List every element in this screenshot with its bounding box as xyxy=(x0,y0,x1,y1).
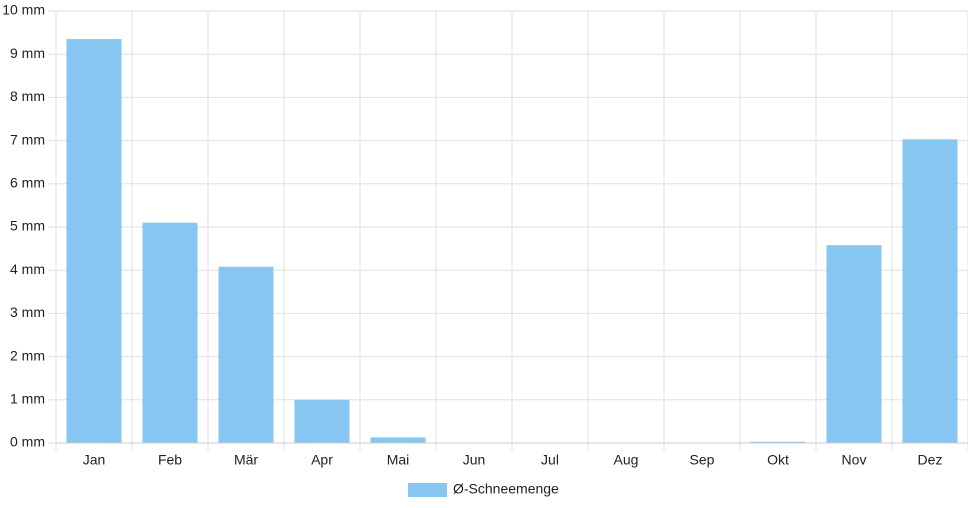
legend-swatch xyxy=(408,483,447,497)
y-tick-label: 1 mm xyxy=(10,391,45,407)
legend-label: Ø-Schneemenge xyxy=(453,481,559,497)
bar xyxy=(218,266,274,443)
bar xyxy=(294,399,350,443)
x-tick-label: Jul xyxy=(541,452,559,468)
y-tick-label: 3 mm xyxy=(10,304,45,320)
x-tick-label: Apr xyxy=(311,452,333,468)
x-tick-label: Mai xyxy=(387,452,410,468)
y-tick-label: 9 mm xyxy=(10,45,45,61)
x-tick-label: Aug xyxy=(614,452,639,468)
x-tick-label: Okt xyxy=(767,452,789,468)
x-tick-label: Feb xyxy=(158,452,182,468)
x-tick-label: Dez xyxy=(918,452,943,468)
x-tick-label: Jan xyxy=(83,452,106,468)
bar xyxy=(142,222,198,443)
x-tick-label: Jun xyxy=(463,452,486,468)
bar xyxy=(826,245,882,443)
y-tick-label: 7 mm xyxy=(10,131,45,147)
bar xyxy=(750,441,806,443)
y-tick-label: 8 mm xyxy=(10,88,45,104)
y-tick-label: 6 mm xyxy=(10,175,45,191)
y-tick-label: 5 mm xyxy=(10,218,45,234)
bar xyxy=(370,437,426,443)
y-tick-label: 10 mm xyxy=(2,2,45,18)
y-tick-label: 2 mm xyxy=(10,347,45,363)
y-tick-label: 4 mm xyxy=(10,261,45,277)
bar xyxy=(66,39,122,443)
x-tick-label: Mär xyxy=(234,452,258,468)
y-tick-label: 0 mm xyxy=(10,434,45,450)
bar xyxy=(902,139,958,443)
x-tick-label: Nov xyxy=(842,452,867,468)
x-tick-label: Sep xyxy=(690,452,715,468)
